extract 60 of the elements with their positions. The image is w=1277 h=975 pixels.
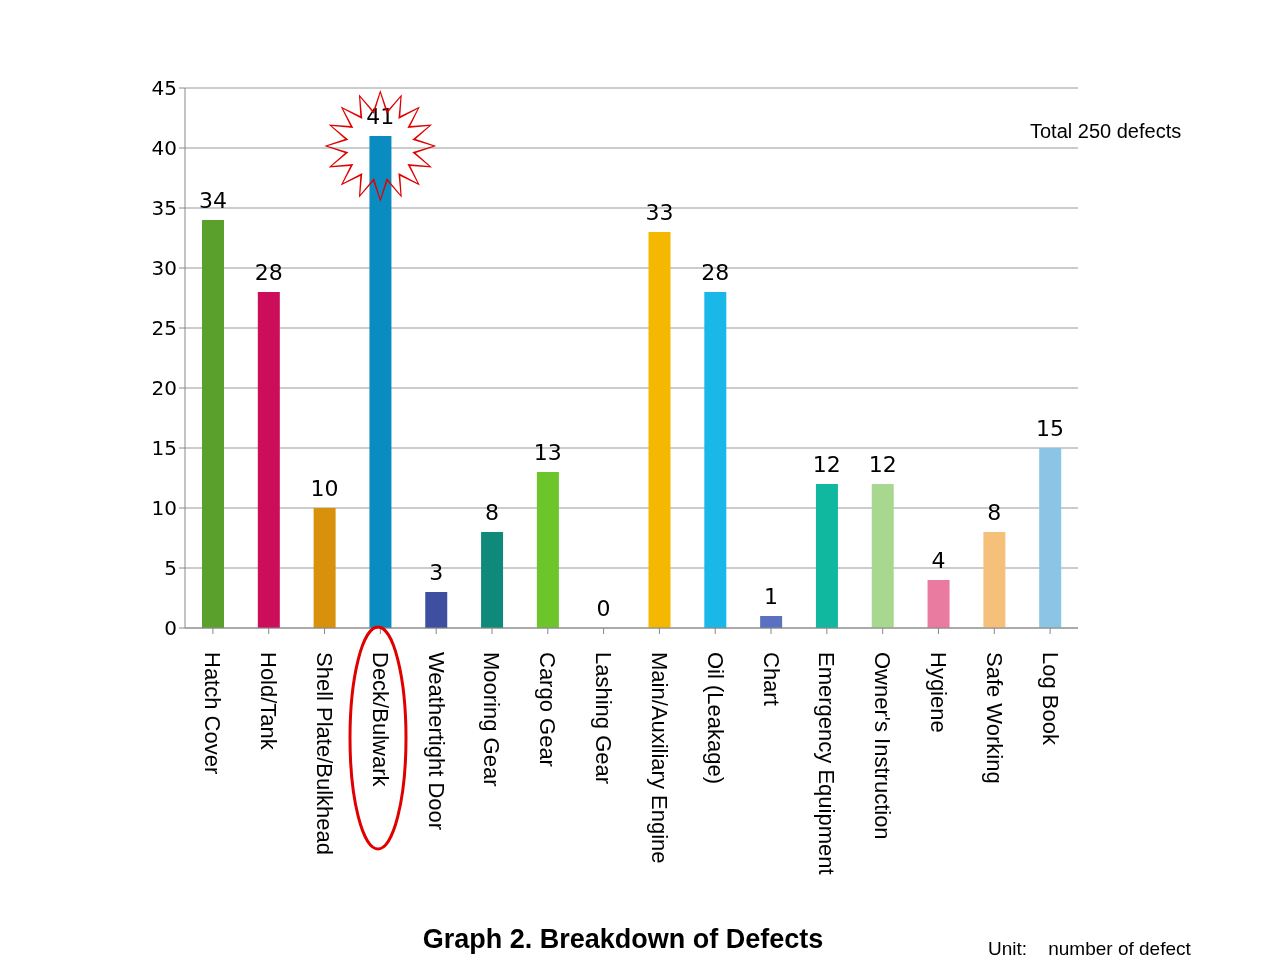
data-label: 28 [254, 260, 283, 285]
data-label: 34 [198, 188, 227, 213]
y-tick-label: 15 [151, 436, 177, 461]
bar [369, 136, 392, 628]
x-tick-label: Shell Plate/Bulkhead [312, 652, 338, 856]
data-label: 3 [429, 560, 444, 585]
data-label: 4 [931, 548, 946, 573]
text: Graph 2. Breakdown of Defects [422, 924, 824, 954]
data-label: 8 [987, 500, 1002, 525]
data-label: 41 [366, 104, 395, 129]
data-label: 15 [1036, 416, 1065, 441]
bar [425, 592, 448, 628]
data-label: 8 [484, 500, 499, 525]
x-tick-label: Log Book [1037, 652, 1063, 746]
x-tick-label: Oil (Leakage) [702, 652, 728, 785]
y-tick-label: 5 [164, 556, 177, 581]
data-label: 1 [764, 584, 779, 609]
data-label: 10 [310, 476, 339, 501]
bar [257, 292, 280, 628]
x-tick-label: Weathertight Door [423, 652, 449, 831]
bar [871, 484, 894, 628]
data-label: 12 [868, 452, 897, 477]
x-tick-label: Hatch Cover [200, 652, 226, 775]
y-tick-label: 35 [151, 196, 177, 221]
bar [760, 616, 783, 628]
x-tick-label: Hygiene [925, 652, 951, 733]
bar [1039, 448, 1062, 628]
x-tick-label: Cargo Gear [535, 652, 561, 767]
bar [536, 472, 559, 628]
x-tick-label: Owner's Instruction [870, 652, 896, 840]
text: Unit: number of defect [988, 938, 1191, 960]
y-tick-label: 40 [151, 136, 177, 161]
y-tick-label: 20 [151, 376, 177, 401]
data-label: 28 [701, 260, 730, 285]
y-tick-label: 0 [164, 616, 177, 641]
bar [202, 220, 224, 628]
x-tick-label: Deck/Bulwark [367, 652, 393, 788]
y-tick-label: 30 [151, 256, 177, 281]
x-tick-label: Emergency Equipment [814, 652, 840, 875]
y-tick-label: 25 [151, 316, 177, 341]
bar [313, 508, 336, 628]
bar [481, 532, 504, 628]
x-tick-label: Mooring Gear [479, 652, 505, 787]
bar [815, 484, 838, 628]
x-tick-label: Main/Auxiliary Engine [646, 652, 672, 864]
data-label: 13 [533, 440, 562, 465]
data-label: 0 [596, 596, 611, 621]
y-tick-label: 10 [151, 496, 177, 521]
y-tick-label: 45 [151, 76, 177, 101]
data-label: 33 [645, 200, 674, 225]
x-tick-label: Safe Working [981, 652, 1007, 784]
x-tick-label: Hold/Tank [256, 652, 282, 751]
annotation: Total 250 defects [1030, 120, 1182, 143]
bar [927, 580, 950, 628]
bar [704, 292, 727, 628]
bar [983, 532, 1006, 628]
data-label: 12 [812, 452, 841, 477]
x-tick-label: Lashing Gear [591, 652, 617, 785]
bar [648, 232, 671, 628]
x-tick-label: Chart [758, 652, 784, 706]
